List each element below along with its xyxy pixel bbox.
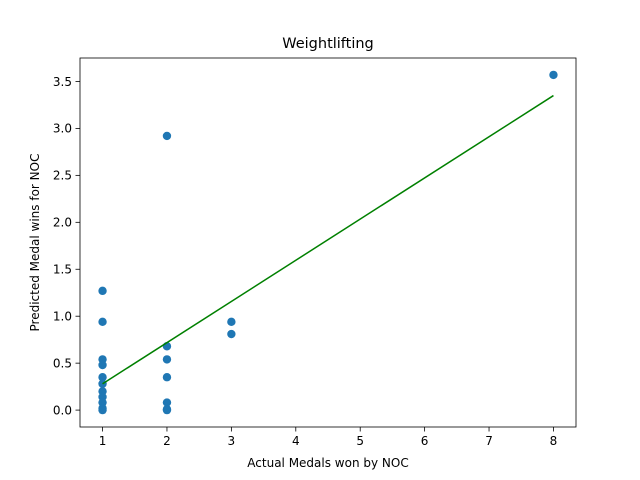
data-point-3	[98, 360, 107, 370]
x-tick-label-2: 3	[228, 434, 236, 448]
data-point-11	[162, 131, 172, 141]
x-axis-label: Actual Medals won by NOC	[247, 456, 408, 470]
x-tick-label-0: 1	[99, 434, 107, 448]
data-point-0	[98, 286, 107, 296]
data-point-19	[227, 329, 236, 339]
data-point-15	[162, 398, 172, 407]
data-point-1	[98, 317, 107, 327]
y-tick-label-4: 2.0	[53, 216, 72, 230]
y-tick-label-1: 0.5	[53, 356, 72, 370]
y-tick-label-3: 1.5	[53, 263, 72, 277]
data-point-18	[227, 317, 236, 327]
y-tick-label-0: 0.0	[53, 403, 72, 417]
x-tick-label-4: 5	[356, 434, 364, 448]
ticks: 1 2 3 4 5 6 7 8 0.0 0.5 1.0 1.5 2.0 2.5 3.0 3.5	[53, 75, 557, 448]
chart-title: Weightlifting	[282, 36, 374, 52]
x-tick-label-6: 7	[485, 434, 493, 448]
data-point-4	[98, 373, 107, 382]
fit-line	[102, 94, 554, 385]
data-point-10	[98, 405, 107, 415]
y-tick-label-5: 2.5	[53, 169, 72, 183]
y-tick-label-7: 3.5	[53, 75, 72, 89]
data-point-17	[162, 405, 172, 415]
y-axis-label: Predicted Medal wins for NOC	[28, 154, 42, 332]
y-tick-label-6: 3.0	[53, 122, 72, 136]
axes-frame	[79, 57, 577, 428]
y-tick-label-2: 1.0	[53, 310, 72, 324]
x-tick-label-1: 2	[163, 434, 171, 448]
x-tick-label-7: 8	[550, 434, 558, 448]
data-point-13	[162, 355, 172, 364]
plot-area	[98, 70, 558, 415]
data-point-14	[162, 373, 172, 382]
data-point-20	[549, 70, 558, 80]
x-tick-label-5: 6	[421, 434, 429, 448]
x-tick-label-3: 4	[292, 434, 300, 448]
